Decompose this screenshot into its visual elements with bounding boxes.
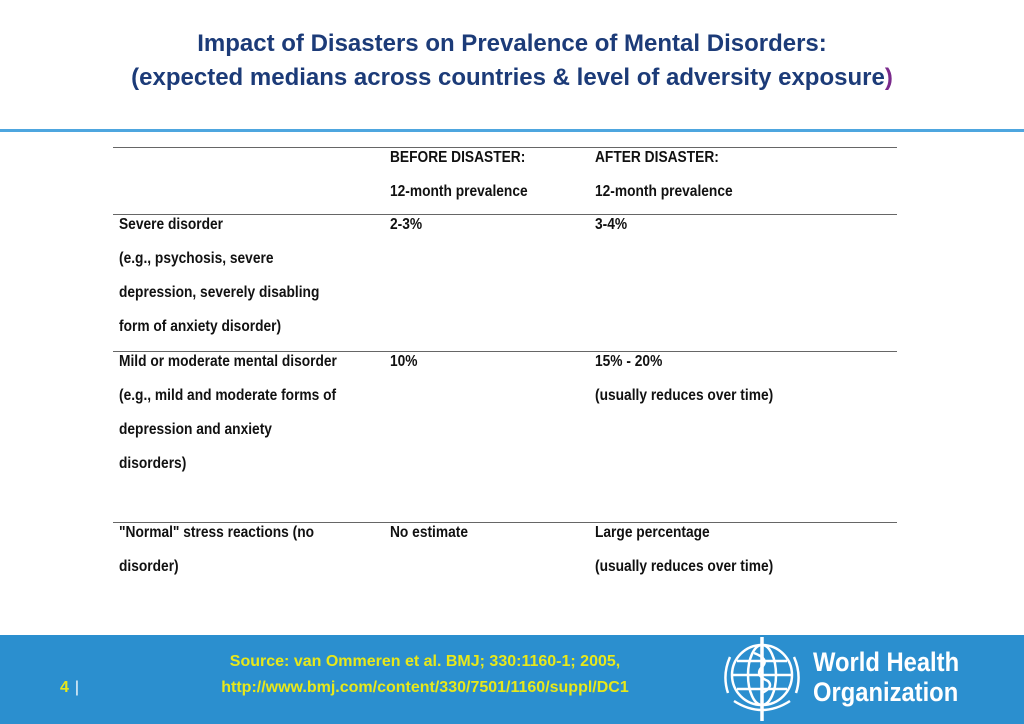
table-cell: 2-3% (390, 208, 422, 242)
cell-line: depression and anxiety (119, 421, 272, 438)
cell-line: 10% (390, 353, 418, 370)
footer (0, 635, 1024, 724)
table-cell: 15% - 20% (usually reduces over time) (595, 345, 773, 413)
table-cell: Mild or moderate mental disorder (e.g., m… (119, 345, 337, 481)
separator: | (74, 679, 80, 696)
cell-line: disorders) (119, 455, 187, 472)
cell-line: disorder) (119, 558, 179, 575)
source-line: Source: van Ommeren et al. BMJ; 330:1160… (229, 653, 621, 670)
table-cell: 3-4% (595, 208, 627, 242)
table-cell: Large percentage (usually reduces over ti… (595, 516, 773, 584)
table-cell: Severe disorder (e.g., psychosis, severe d… (119, 208, 319, 344)
table-cell: AFTER DISASTER: 12-month prevalence (595, 141, 733, 209)
table-line (113, 522, 897, 523)
source-line: http://www.bmj.com/content/330/7501/1160… (221, 679, 629, 696)
cell-line: Severe disorder (119, 216, 224, 233)
logo-text: Organization (813, 677, 959, 707)
title-rule (0, 129, 1024, 132)
table-cell: No estimate (390, 516, 468, 550)
cell-line: No estimate (390, 524, 469, 541)
title-line: (expected medians across countries & lev… (131, 64, 893, 91)
cell-line: 12-month prevalence (595, 183, 733, 200)
cell-line: 2-3% (390, 216, 423, 233)
table-line (113, 351, 897, 352)
cell-line: "Normal" stress reactions (no (119, 524, 315, 541)
page-number: 4 | (60, 679, 79, 697)
table-cell: "Normal" stress reactions (no disorder) (119, 516, 314, 584)
cell-line: 15% - 20% (595, 353, 663, 370)
cell-line: AFTER DISASTER: (595, 149, 719, 166)
cell-line: BEFORE DISASTER: (390, 149, 526, 166)
cell-line: 12-month prevalence (390, 183, 528, 200)
cell-line: depression, severely disabling (119, 284, 320, 301)
cell-line: 3-4% (595, 216, 628, 233)
page-number-text: 4 (60, 679, 69, 696)
table-line (113, 147, 897, 148)
cell-line: form of anxiety disorder) (119, 318, 282, 335)
cell-line: (e.g., mild and moderate forms of (119, 387, 337, 404)
cell-line: Mild or moderate mental disorder (119, 353, 337, 370)
table-cell: 10% (390, 345, 418, 379)
table-line (113, 214, 897, 215)
title-line: Impact of Disasters on Prevalence of Men… (197, 30, 827, 57)
who-emblem (724, 637, 800, 721)
table-cell: BEFORE DISASTER: 12-month prevalence (390, 141, 528, 209)
cell-line: (usually reduces over time) (595, 558, 774, 575)
cell-line: (usually reduces over time) (595, 387, 774, 404)
logo-text: World Health (813, 647, 960, 677)
cell-line: (e.g., psychosis, severe (119, 250, 274, 267)
title-accent: ) (884, 64, 893, 91)
cell-line: Large percentage (595, 524, 710, 541)
